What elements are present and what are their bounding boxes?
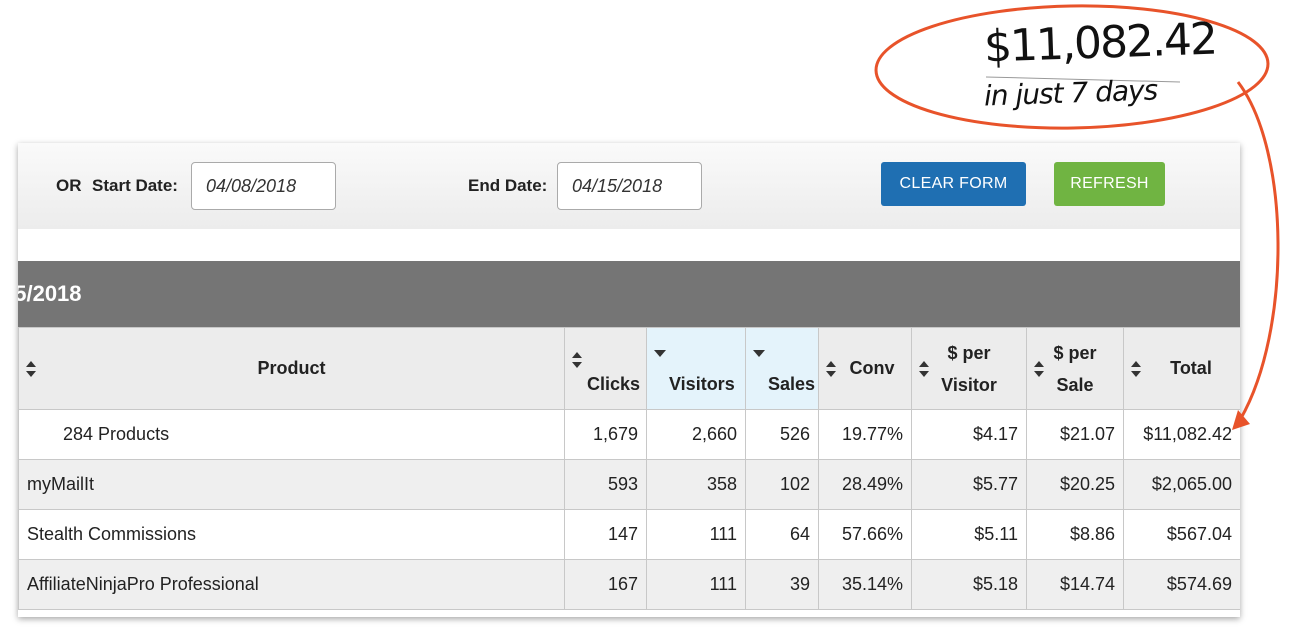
callout-arrow-line — [1236, 81, 1280, 421]
sort-icon[interactable] — [25, 360, 37, 377]
table-header-row: Product Clicks Visitors Sales Conv — [18, 327, 1240, 410]
cell-per-visitor: $5.77 — [911, 459, 1027, 510]
end-date-label: End Date: — [468, 176, 548, 195]
col-header-visitors[interactable]: Visitors — [646, 327, 746, 410]
callout-amount: $11,082.42 — [983, 13, 1217, 73]
cell-total: $11,082.42 — [1123, 409, 1240, 460]
cell-total: $574.69 — [1123, 559, 1240, 610]
cell-sales: 64 — [745, 509, 819, 560]
col-header-per-sale[interactable]: $ per Sale — [1026, 327, 1124, 410]
date-range-text: 15/2018 — [18, 281, 82, 306]
start-date-input[interactable]: 04/08/2018 — [191, 162, 336, 210]
sort-desc-icon[interactable] — [752, 349, 765, 366]
or-label: OR — [56, 176, 82, 195]
filter-bar: OR Start Date: 04/08/2018 End Date: 04/1… — [18, 143, 1240, 229]
callout-ellipse — [874, 4, 1270, 130]
cell-product: 284 Products — [18, 409, 565, 460]
cell-per-visitor: $4.17 — [911, 409, 1027, 460]
sort-icon[interactable] — [918, 360, 930, 377]
cell-total: $567.04 — [1123, 509, 1240, 560]
col-header-per-visitor[interactable]: $ per Visitor — [911, 327, 1027, 410]
stats-card: OR Start Date: 04/08/2018 End Date: 04/1… — [18, 143, 1240, 617]
cell-clicks: 167 — [564, 559, 647, 610]
date-range-header: 15/2018 — [18, 261, 1240, 327]
col-header-total[interactable]: Total — [1123, 327, 1240, 410]
col-header-product[interactable]: Product — [18, 327, 565, 410]
cell-visitors: 2,660 — [646, 409, 746, 460]
cell-sales: 526 — [745, 409, 819, 460]
cell-per-sale: $21.07 — [1026, 409, 1124, 460]
cell-per-visitor: $5.11 — [911, 509, 1027, 560]
cell-visitors: 111 — [646, 559, 746, 610]
col-header-clicks[interactable]: Clicks — [564, 327, 647, 410]
cell-clicks: 1,679 — [564, 409, 647, 460]
callout-subtitle: in just 7 days — [983, 73, 1158, 113]
sort-icon[interactable] — [1033, 360, 1045, 377]
cell-visitors: 358 — [646, 459, 746, 510]
cell-conv: 19.77% — [818, 409, 912, 460]
cell-conv: 35.14% — [818, 559, 912, 610]
cell-per-sale: $14.74 — [1026, 559, 1124, 610]
table-row[interactable]: myMailIt 593 358 102 28.49% $5.77 $20.25… — [18, 459, 1240, 510]
cell-per-sale: $8.86 — [1026, 509, 1124, 560]
table-row[interactable]: AffiliateNinjaPro Professional 167 111 3… — [18, 559, 1240, 610]
sort-desc-icon[interactable] — [653, 349, 666, 366]
end-date-input[interactable]: 04/15/2018 — [557, 162, 702, 210]
cell-sales: 102 — [745, 459, 819, 510]
sort-icon[interactable] — [825, 360, 837, 377]
sort-icon[interactable] — [1130, 360, 1142, 377]
cell-per-visitor: $5.18 — [911, 559, 1027, 610]
refresh-button[interactable]: REFRESH — [1054, 162, 1165, 206]
cell-conv: 28.49% — [818, 459, 912, 510]
table-row[interactable]: Stealth Commissions 147 111 64 57.66% $5… — [18, 509, 1240, 560]
cell-clicks: 147 — [564, 509, 647, 560]
start-date-label: Start Date: — [92, 176, 178, 195]
cell-product: AffiliateNinjaPro Professional — [18, 559, 565, 610]
sort-icon[interactable] — [571, 352, 583, 369]
cell-product: myMailIt — [18, 459, 565, 510]
cell-sales: 39 — [745, 559, 819, 610]
cell-total: $2,065.00 — [1123, 459, 1240, 510]
col-header-sales[interactable]: Sales — [745, 327, 819, 410]
stats-table: Product Clicks Visitors Sales Conv — [18, 327, 1240, 610]
cell-visitors: 111 — [646, 509, 746, 560]
cell-clicks: 593 — [564, 459, 647, 510]
cell-conv: 57.66% — [818, 509, 912, 560]
cell-product: Stealth Commissions — [18, 509, 565, 560]
callout-underline — [985, 76, 1181, 83]
clear-form-button[interactable]: CLEAR FORM — [881, 162, 1026, 206]
col-header-conv[interactable]: Conv — [818, 327, 912, 410]
cell-per-sale: $20.25 — [1026, 459, 1124, 510]
table-row[interactable]: 284 Products 1,679 2,660 526 19.77% $4.1… — [18, 409, 1240, 460]
